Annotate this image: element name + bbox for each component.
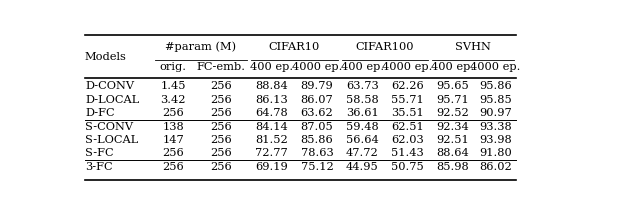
Text: 256: 256 xyxy=(210,122,232,132)
Text: 93.98: 93.98 xyxy=(479,135,512,145)
Text: 85.86: 85.86 xyxy=(301,135,333,145)
Text: 95.71: 95.71 xyxy=(436,95,469,105)
Text: 1.45: 1.45 xyxy=(161,81,186,91)
Text: Models: Models xyxy=(85,52,127,62)
Text: 256: 256 xyxy=(210,108,232,118)
Text: 64.78: 64.78 xyxy=(255,108,288,118)
Text: 400 ep.: 400 ep. xyxy=(340,62,384,72)
Text: D-LOCAL: D-LOCAL xyxy=(85,95,140,105)
Text: D-FC: D-FC xyxy=(85,108,115,118)
Text: 95.86: 95.86 xyxy=(479,81,512,91)
Text: 91.80: 91.80 xyxy=(479,148,512,158)
Text: 88.84: 88.84 xyxy=(255,81,288,91)
Text: S-LOCAL: S-LOCAL xyxy=(85,135,138,145)
Text: 44.95: 44.95 xyxy=(346,162,379,172)
Text: SVHN: SVHN xyxy=(456,42,492,52)
Text: 50.75: 50.75 xyxy=(391,162,424,172)
Text: 87.05: 87.05 xyxy=(301,122,333,132)
Text: 78.63: 78.63 xyxy=(301,148,333,158)
Text: 62.03: 62.03 xyxy=(391,135,424,145)
Text: 56.64: 56.64 xyxy=(346,135,379,145)
Text: 93.38: 93.38 xyxy=(479,122,512,132)
Text: 400 ep.: 400 ep. xyxy=(431,62,474,72)
Text: 51.43: 51.43 xyxy=(391,148,424,158)
Text: 3.42: 3.42 xyxy=(161,95,186,105)
Text: 138: 138 xyxy=(163,122,184,132)
Text: 400 ep.: 400 ep. xyxy=(250,62,293,72)
Text: orig.: orig. xyxy=(160,62,187,72)
Text: D-CONV: D-CONV xyxy=(85,81,134,91)
Text: 84.14: 84.14 xyxy=(255,122,288,132)
Text: 35.51: 35.51 xyxy=(391,108,424,118)
Text: 256: 256 xyxy=(163,148,184,158)
Text: 81.52: 81.52 xyxy=(255,135,288,145)
Text: CIFAR10: CIFAR10 xyxy=(269,42,320,52)
Text: 256: 256 xyxy=(163,162,184,172)
Text: 147: 147 xyxy=(163,135,184,145)
Text: 85.98: 85.98 xyxy=(436,162,469,172)
Text: 86.07: 86.07 xyxy=(301,95,333,105)
Text: 88.64: 88.64 xyxy=(436,148,469,158)
Text: 92.51: 92.51 xyxy=(436,135,469,145)
Text: 86.13: 86.13 xyxy=(255,95,288,105)
Text: 63.73: 63.73 xyxy=(346,81,379,91)
Text: FC-emb.: FC-emb. xyxy=(196,62,245,72)
Text: 256: 256 xyxy=(210,162,232,172)
Text: 62.26: 62.26 xyxy=(391,81,424,91)
Text: 92.34: 92.34 xyxy=(436,122,469,132)
Text: 256: 256 xyxy=(210,95,232,105)
Text: 256: 256 xyxy=(210,81,232,91)
Text: 4000 ep.: 4000 ep. xyxy=(382,62,433,72)
Text: 95.85: 95.85 xyxy=(479,95,512,105)
Text: 72.77: 72.77 xyxy=(255,148,288,158)
Text: 69.19: 69.19 xyxy=(255,162,288,172)
Text: 256: 256 xyxy=(210,135,232,145)
Text: 256: 256 xyxy=(163,108,184,118)
Text: 86.02: 86.02 xyxy=(479,162,512,172)
Text: #param (M): #param (M) xyxy=(166,42,237,52)
Text: S-CONV: S-CONV xyxy=(85,122,133,132)
Text: 58.58: 58.58 xyxy=(346,95,379,105)
Text: 63.62: 63.62 xyxy=(301,108,333,118)
Text: 36.61: 36.61 xyxy=(346,108,379,118)
Text: 75.12: 75.12 xyxy=(301,162,333,172)
Text: S-FC: S-FC xyxy=(85,148,113,158)
Text: 4000 ep.: 4000 ep. xyxy=(292,62,342,72)
Text: 95.65: 95.65 xyxy=(436,81,469,91)
Text: 55.71: 55.71 xyxy=(391,95,424,105)
Text: 92.52: 92.52 xyxy=(436,108,469,118)
Text: 4000 ep.: 4000 ep. xyxy=(470,62,521,72)
Text: 90.97: 90.97 xyxy=(479,108,512,118)
Text: 62.51: 62.51 xyxy=(391,122,424,132)
Text: 256: 256 xyxy=(210,148,232,158)
Text: 59.48: 59.48 xyxy=(346,122,379,132)
Text: 47.72: 47.72 xyxy=(346,148,379,158)
Text: 89.79: 89.79 xyxy=(301,81,333,91)
Text: CIFAR100: CIFAR100 xyxy=(356,42,414,52)
Text: 3-FC: 3-FC xyxy=(85,162,113,172)
